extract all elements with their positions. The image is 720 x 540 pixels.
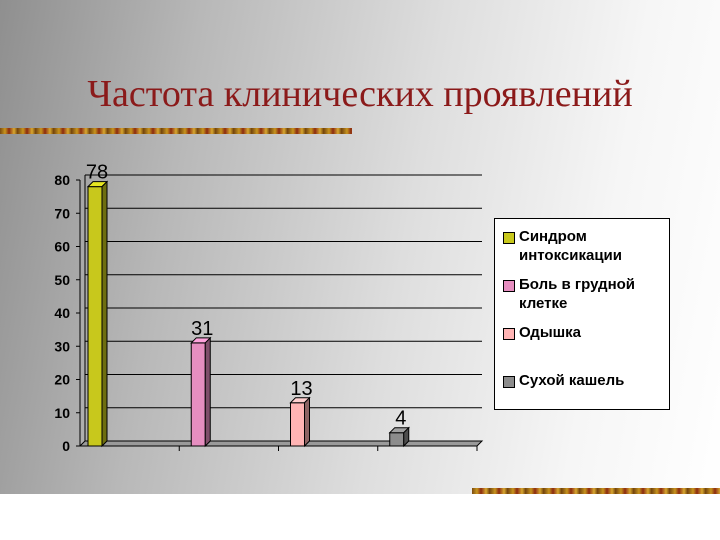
- y-tick-label: 80: [54, 172, 70, 188]
- legend-swatch: [503, 328, 515, 340]
- bar-side: [204, 336, 211, 448]
- bar-side: [403, 426, 410, 448]
- legend-item: Сухой кашель: [503, 371, 669, 390]
- y-tick-label: 50: [54, 272, 70, 288]
- data-label: 31: [191, 318, 213, 340]
- y-tick-label: 10: [54, 405, 70, 421]
- chart-legend: Синдром интоксикации Боль в грудной клет…: [494, 218, 670, 410]
- y-tick-label: 60: [54, 239, 70, 255]
- y-tick-label: 30: [54, 338, 70, 354]
- data-label: 4: [395, 408, 406, 430]
- bar-side: [101, 180, 108, 448]
- bar-side: [304, 396, 310, 448]
- page-title: Частота клинических проявлений: [87, 73, 633, 115]
- footer-area: [0, 494, 720, 540]
- legend-item: Синдром интоксикации: [503, 227, 669, 265]
- y-tick-label: 0: [62, 438, 70, 454]
- bar: [389, 432, 405, 447]
- legend-label: Одышка: [519, 324, 581, 341]
- y-tick-label: 70: [54, 205, 70, 221]
- legend-swatch: [503, 280, 515, 292]
- legend-label: Сухой кашель: [519, 372, 625, 389]
- data-label: 78: [86, 162, 108, 184]
- bar: [290, 402, 305, 447]
- decorative-stripe-top: [0, 128, 352, 134]
- legend-label: Синдром интоксикации: [519, 228, 622, 264]
- chart-floor: [78, 440, 484, 447]
- legend-swatch: [503, 376, 515, 388]
- y-tick-label: 20: [54, 372, 70, 388]
- legend-label: Боль в грудной клетке: [519, 276, 636, 312]
- y-tick-label: 40: [54, 305, 70, 321]
- legend-item: Боль в грудной клетке: [503, 275, 669, 313]
- data-label: 13: [290, 378, 312, 400]
- bar: [190, 342, 206, 447]
- legend-item: Одышка: [503, 323, 669, 342]
- legend-swatch: [503, 232, 515, 244]
- decorative-stripe-bottom: [472, 488, 720, 494]
- bar: [87, 186, 103, 447]
